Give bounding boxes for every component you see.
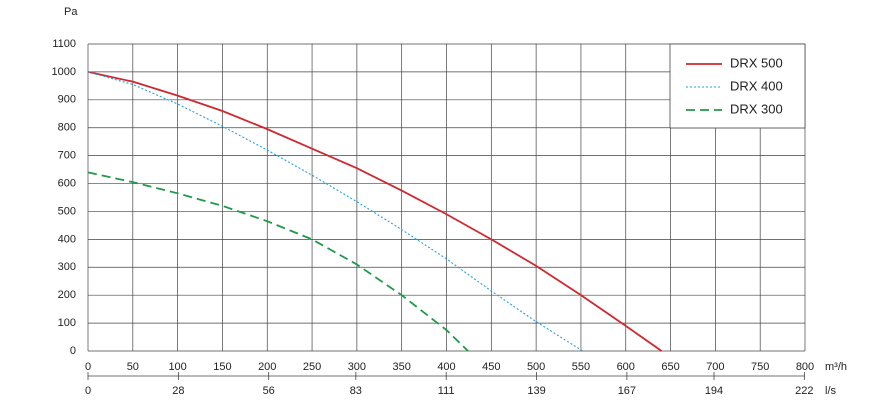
y-tick-label: 200 [58, 289, 76, 301]
x-axis-label: m³/h [825, 361, 847, 373]
y-tick-label: 600 [58, 177, 76, 189]
x2-tick-label: 0 [85, 385, 91, 397]
series-line [87, 71, 663, 352]
legend-label: DRX 500 [730, 55, 783, 70]
legend-label: DRX 300 [730, 101, 783, 116]
legend-label: DRX 400 [730, 78, 783, 93]
y-tick-label: 400 [58, 233, 76, 245]
x-tick-label: 650 [661, 361, 679, 373]
x2-tick-label: 28 [172, 385, 184, 397]
x-tick-label: 350 [393, 361, 411, 373]
x-tick-label: 150 [213, 361, 231, 373]
x-tick-label: 0 [85, 361, 91, 373]
x-tick-label: 550 [572, 361, 590, 373]
y-tick-label: 500 [58, 205, 76, 217]
y-tick-label: 900 [58, 94, 76, 106]
series-line [87, 71, 584, 352]
x-tick-label: 500 [527, 361, 545, 373]
x2-tick-label: 139 [527, 385, 545, 397]
x-tick-label: 700 [706, 361, 724, 373]
y-tick-label: 1100 [52, 38, 76, 50]
y-tick-label: 1000 [52, 66, 76, 78]
y-tick-label: 0 [70, 345, 76, 357]
x2-tick-label: 222 [795, 385, 813, 397]
series-line [87, 171, 469, 352]
x2-tick-label: 194 [705, 385, 723, 397]
y-tick-label: 800 [58, 122, 76, 134]
x-tick-label: 400 [437, 361, 455, 373]
x2-tick-label: 56 [263, 385, 275, 397]
x-tick-label: 250 [303, 361, 321, 373]
legend-box [669, 43, 806, 129]
x-tick-label: 450 [482, 361, 500, 373]
x2-tick-label: 83 [350, 385, 362, 397]
y-tick-label: 300 [58, 261, 76, 273]
x2-tick-label: 111 [438, 385, 455, 397]
x-tick-label: 800 [796, 361, 814, 373]
y-tick-label: 100 [58, 317, 76, 329]
x-tick-label: 100 [168, 361, 186, 373]
x-tick-label: 200 [258, 361, 276, 373]
x2-axis-label: l/s [825, 385, 837, 397]
x2-tick-label: 167 [618, 385, 636, 397]
x-tick-label: 50 [127, 361, 139, 373]
x-tick-label: 600 [617, 361, 635, 373]
y-axis-label: Pa [64, 6, 78, 18]
x-tick-label: 300 [348, 361, 366, 373]
y-tick-label: 700 [58, 150, 76, 162]
x-tick-label: 750 [751, 361, 769, 373]
